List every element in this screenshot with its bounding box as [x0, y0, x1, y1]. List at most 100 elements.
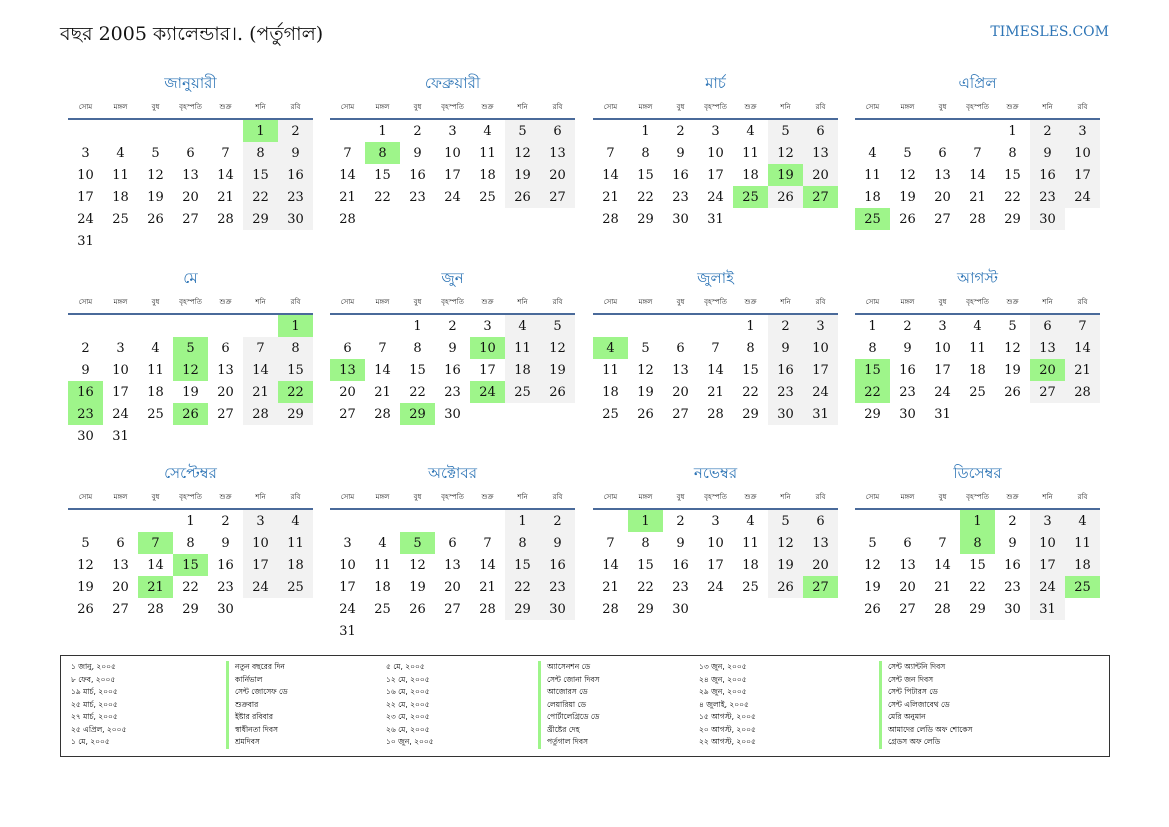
day-cell[interactable]: 16 [217, 557, 234, 573]
day-cell[interactable]: 11 [278, 532, 313, 554]
day-cell[interactable]: 26 [409, 601, 426, 617]
day-cell[interactable]: 15 [969, 557, 986, 573]
day-cell[interactable]: 31 [112, 428, 129, 444]
day-cell[interactable]: 10 [707, 145, 724, 161]
day-cell[interactable]: 23 [409, 189, 426, 205]
day-cell[interactable]: 20 [899, 579, 916, 595]
day-cell[interactable]: 24 [444, 189, 461, 205]
day-cell[interactable]: 12 [899, 167, 916, 183]
holiday-day-cell[interactable]: 4 [593, 337, 628, 359]
day-cell[interactable]: 1 [413, 318, 422, 334]
day-cell[interactable]: 8 [413, 340, 422, 356]
day-cell[interactable]: 12 [768, 142, 803, 164]
day-cell[interactable]: 23 [278, 186, 313, 208]
day-cell[interactable]: 18 [742, 557, 759, 573]
day-cell[interactable]: 28 [969, 211, 986, 227]
day-cell[interactable]: 19 [864, 579, 881, 595]
day-cell[interactable]: 2 [413, 123, 422, 139]
day-cell[interactable]: 31 [77, 233, 94, 249]
day-cell[interactable]: 23 [444, 384, 461, 400]
day-cell[interactable]: 16 [540, 554, 575, 576]
day-cell[interactable]: 21 [243, 381, 278, 403]
day-cell[interactable]: 13 [540, 142, 575, 164]
day-cell[interactable]: 11 [742, 145, 759, 161]
day-cell[interactable]: 2 [676, 123, 685, 139]
day-cell[interactable]: 21 [934, 579, 951, 595]
day-cell[interactable]: 30 [540, 598, 575, 620]
day-cell[interactable]: 22 [243, 186, 278, 208]
day-cell[interactable]: 4 [505, 315, 540, 337]
day-cell[interactable]: 28 [934, 601, 951, 617]
day-cell[interactable]: 9 [540, 532, 575, 554]
day-cell[interactable]: 29 [1004, 211, 1021, 227]
day-cell[interactable]: 12 [147, 167, 164, 183]
day-cell[interactable]: 24 [707, 189, 724, 205]
day-cell[interactable]: 1 [505, 510, 540, 532]
day-cell[interactable]: 17 [444, 167, 461, 183]
day-cell[interactable]: 9 [278, 142, 313, 164]
day-cell[interactable]: 18 [278, 554, 313, 576]
day-cell[interactable]: 18 [1065, 554, 1100, 576]
holiday-day-cell[interactable]: 8 [960, 532, 995, 554]
day-cell[interactable]: 4 [483, 123, 492, 139]
day-cell[interactable]: 13 [899, 557, 916, 573]
day-cell[interactable]: 12 [505, 142, 540, 164]
day-cell[interactable]: 3 [483, 318, 492, 334]
day-cell[interactable]: 26 [637, 406, 654, 422]
day-cell[interactable]: 18 [864, 189, 881, 205]
day-cell[interactable]: 8 [641, 535, 650, 551]
day-cell[interactable]: 26 [147, 211, 164, 227]
holiday-day-cell[interactable]: 15 [173, 554, 208, 576]
day-cell[interactable]: 16 [1004, 557, 1021, 573]
day-cell[interactable]: 19 [77, 579, 94, 595]
day-cell[interactable]: 21 [339, 189, 356, 205]
day-cell[interactable]: 15 [637, 557, 654, 573]
day-cell[interactable]: 15 [637, 167, 654, 183]
day-cell[interactable]: 17 [243, 554, 278, 576]
day-cell[interactable]: 12 [864, 557, 881, 573]
day-cell[interactable]: 5 [641, 340, 650, 356]
day-cell[interactable]: 31 [1030, 598, 1065, 620]
day-cell[interactable]: 13 [182, 167, 199, 183]
day-cell[interactable]: 28 [147, 601, 164, 617]
day-cell[interactable]: 5 [768, 120, 803, 142]
day-cell[interactable]: 22 [637, 579, 654, 595]
day-cell[interactable]: 7 [938, 535, 947, 551]
day-cell[interactable]: 28 [339, 211, 356, 227]
day-cell[interactable]: 3 [1030, 510, 1065, 532]
day-cell[interactable]: 5 [505, 120, 540, 142]
day-cell[interactable]: 26 [77, 601, 94, 617]
day-cell[interactable]: 11 [505, 337, 540, 359]
day-cell[interactable]: 27 [540, 186, 575, 208]
day-cell[interactable]: 17 [339, 579, 356, 595]
day-cell[interactable]: 25 [147, 406, 164, 422]
holiday-day-cell[interactable]: 16 [68, 381, 103, 403]
day-cell[interactable]: 7 [378, 340, 387, 356]
day-cell[interactable]: 6 [1030, 315, 1065, 337]
day-cell[interactable]: 3 [711, 123, 720, 139]
day-cell[interactable]: 21 [707, 384, 724, 400]
day-cell[interactable]: 30 [444, 406, 461, 422]
day-cell[interactable]: 31 [803, 403, 838, 425]
day-cell[interactable]: 4 [1065, 510, 1100, 532]
day-cell[interactable]: 25 [112, 211, 129, 227]
holiday-day-cell[interactable]: 1 [243, 120, 278, 142]
day-cell[interactable]: 30 [77, 428, 94, 444]
day-cell[interactable]: 28 [374, 406, 391, 422]
day-cell[interactable]: 16 [672, 557, 689, 573]
day-cell[interactable]: 9 [221, 535, 230, 551]
day-cell[interactable]: 20 [803, 554, 838, 576]
day-cell[interactable]: 17 [707, 557, 724, 573]
day-cell[interactable]: 14 [243, 359, 278, 381]
day-cell[interactable]: 30 [278, 208, 313, 230]
day-cell[interactable]: 30 [1004, 601, 1021, 617]
holiday-day-cell[interactable]: 27 [803, 186, 838, 208]
day-cell[interactable]: 24 [77, 211, 94, 227]
day-cell[interactable]: 10 [1030, 532, 1065, 554]
day-cell[interactable]: 29 [637, 211, 654, 227]
day-cell[interactable]: 10 [1065, 142, 1100, 164]
holiday-day-cell[interactable]: 5 [173, 337, 208, 359]
holiday-day-cell[interactable]: 1 [628, 510, 663, 532]
day-cell[interactable]: 7 [343, 145, 352, 161]
day-cell[interactable]: 28 [217, 211, 234, 227]
